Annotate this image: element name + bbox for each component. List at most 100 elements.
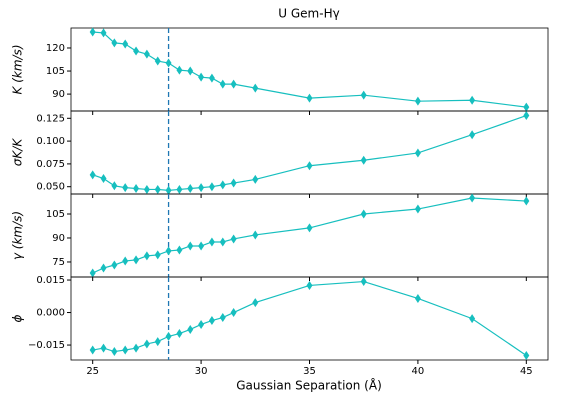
- chart-title: U Gem-Hγ: [278, 7, 339, 21]
- data-point: [523, 111, 530, 121]
- y-tick-label: 0.050: [36, 182, 65, 193]
- data-point: [89, 170, 96, 180]
- data-point: [219, 180, 226, 190]
- y-tick-label: 75: [52, 257, 65, 268]
- data-point: [252, 230, 259, 240]
- data-point: [154, 250, 161, 260]
- y-axis-label: ϕ: [11, 314, 25, 322]
- data-point: [176, 184, 183, 194]
- data-point: [133, 255, 140, 265]
- y-tick-label: 0.100: [36, 136, 65, 147]
- y-tick-label: 0.000: [36, 308, 65, 319]
- data-point: [111, 181, 118, 191]
- x-tick-label: 30: [195, 366, 208, 377]
- y-tick-label: 0.125: [36, 113, 65, 124]
- data-point: [198, 72, 205, 82]
- data-point: [133, 184, 140, 194]
- data-point: [306, 280, 313, 290]
- y-axis-label: γ (km/s): [11, 211, 25, 260]
- data-point: [252, 298, 259, 308]
- data-point: [89, 268, 96, 278]
- panel-frame: [70, 193, 549, 278]
- data-point: [208, 237, 215, 247]
- data-point: [165, 185, 172, 195]
- data-point: [133, 46, 140, 56]
- data-point: [219, 79, 226, 89]
- data-point: [154, 337, 161, 347]
- data-point: [198, 241, 205, 251]
- x-tick-label: 35: [303, 366, 316, 377]
- data-point: [252, 83, 259, 93]
- x-axis-label: Gaussian Separation (Å): [236, 378, 382, 393]
- data-point: [122, 183, 129, 193]
- data-line: [92, 114, 527, 191]
- data-point: [187, 324, 194, 334]
- data-point: [100, 173, 107, 183]
- data-point: [111, 347, 118, 357]
- data-point: [230, 178, 237, 188]
- data-point: [306, 223, 313, 233]
- data-point: [360, 90, 367, 100]
- y-tick-label: 0.075: [36, 159, 65, 170]
- data-point: [143, 184, 150, 194]
- data-point: [469, 314, 476, 324]
- data-point: [187, 184, 194, 194]
- data-point: [306, 93, 313, 103]
- data-point: [208, 182, 215, 192]
- data-point: [414, 204, 421, 214]
- data-point: [219, 313, 226, 323]
- data-point: [143, 49, 150, 59]
- x-tick-label: 25: [86, 366, 99, 377]
- y-tick-label: 120: [46, 43, 65, 54]
- data-point: [360, 277, 367, 287]
- data-point: [111, 260, 118, 270]
- data-point: [469, 193, 476, 203]
- data-point: [143, 339, 150, 349]
- y-tick-label: 105: [46, 66, 65, 77]
- data-point: [165, 58, 172, 68]
- data-point: [187, 66, 194, 76]
- data-point: [122, 39, 129, 49]
- data-point: [523, 102, 530, 112]
- data-point: [469, 95, 476, 105]
- data-point: [187, 241, 194, 251]
- data-point: [360, 155, 367, 165]
- data-point: [165, 331, 172, 341]
- y-tick-label: 90: [52, 233, 65, 244]
- data-point: [523, 196, 530, 206]
- data-point: [154, 56, 161, 66]
- data-point: [133, 343, 140, 353]
- x-tick-label: 45: [520, 366, 533, 377]
- data-point: [100, 263, 107, 273]
- data-point: [306, 161, 313, 171]
- data-point: [89, 345, 96, 355]
- data-point: [208, 316, 215, 326]
- data-point: [122, 256, 129, 266]
- data-point: [198, 319, 205, 329]
- data-point: [414, 96, 421, 106]
- panel-frame: [70, 110, 549, 195]
- data-point: [230, 79, 237, 89]
- data-point: [252, 174, 259, 184]
- y-axis-label: K (km/s): [11, 45, 25, 95]
- data-point: [143, 251, 150, 261]
- data-point: [414, 148, 421, 158]
- data-point: [230, 308, 237, 318]
- y-tick-label: 0.015: [36, 275, 65, 286]
- data-point: [198, 183, 205, 193]
- data-point: [100, 28, 107, 38]
- data-point: [176, 65, 183, 75]
- data-point: [360, 209, 367, 219]
- y-axis-label: σK/K: [11, 138, 25, 167]
- y-tick-label: 90: [52, 89, 65, 100]
- data-point: [176, 245, 183, 255]
- data-point: [176, 329, 183, 339]
- data-point: [122, 345, 129, 355]
- data-line: [92, 197, 527, 274]
- data-point: [230, 234, 237, 244]
- data-point: [523, 350, 530, 360]
- y-tick-label: 105: [46, 209, 65, 220]
- x-tick-label: 40: [412, 366, 425, 377]
- data-point: [469, 130, 476, 140]
